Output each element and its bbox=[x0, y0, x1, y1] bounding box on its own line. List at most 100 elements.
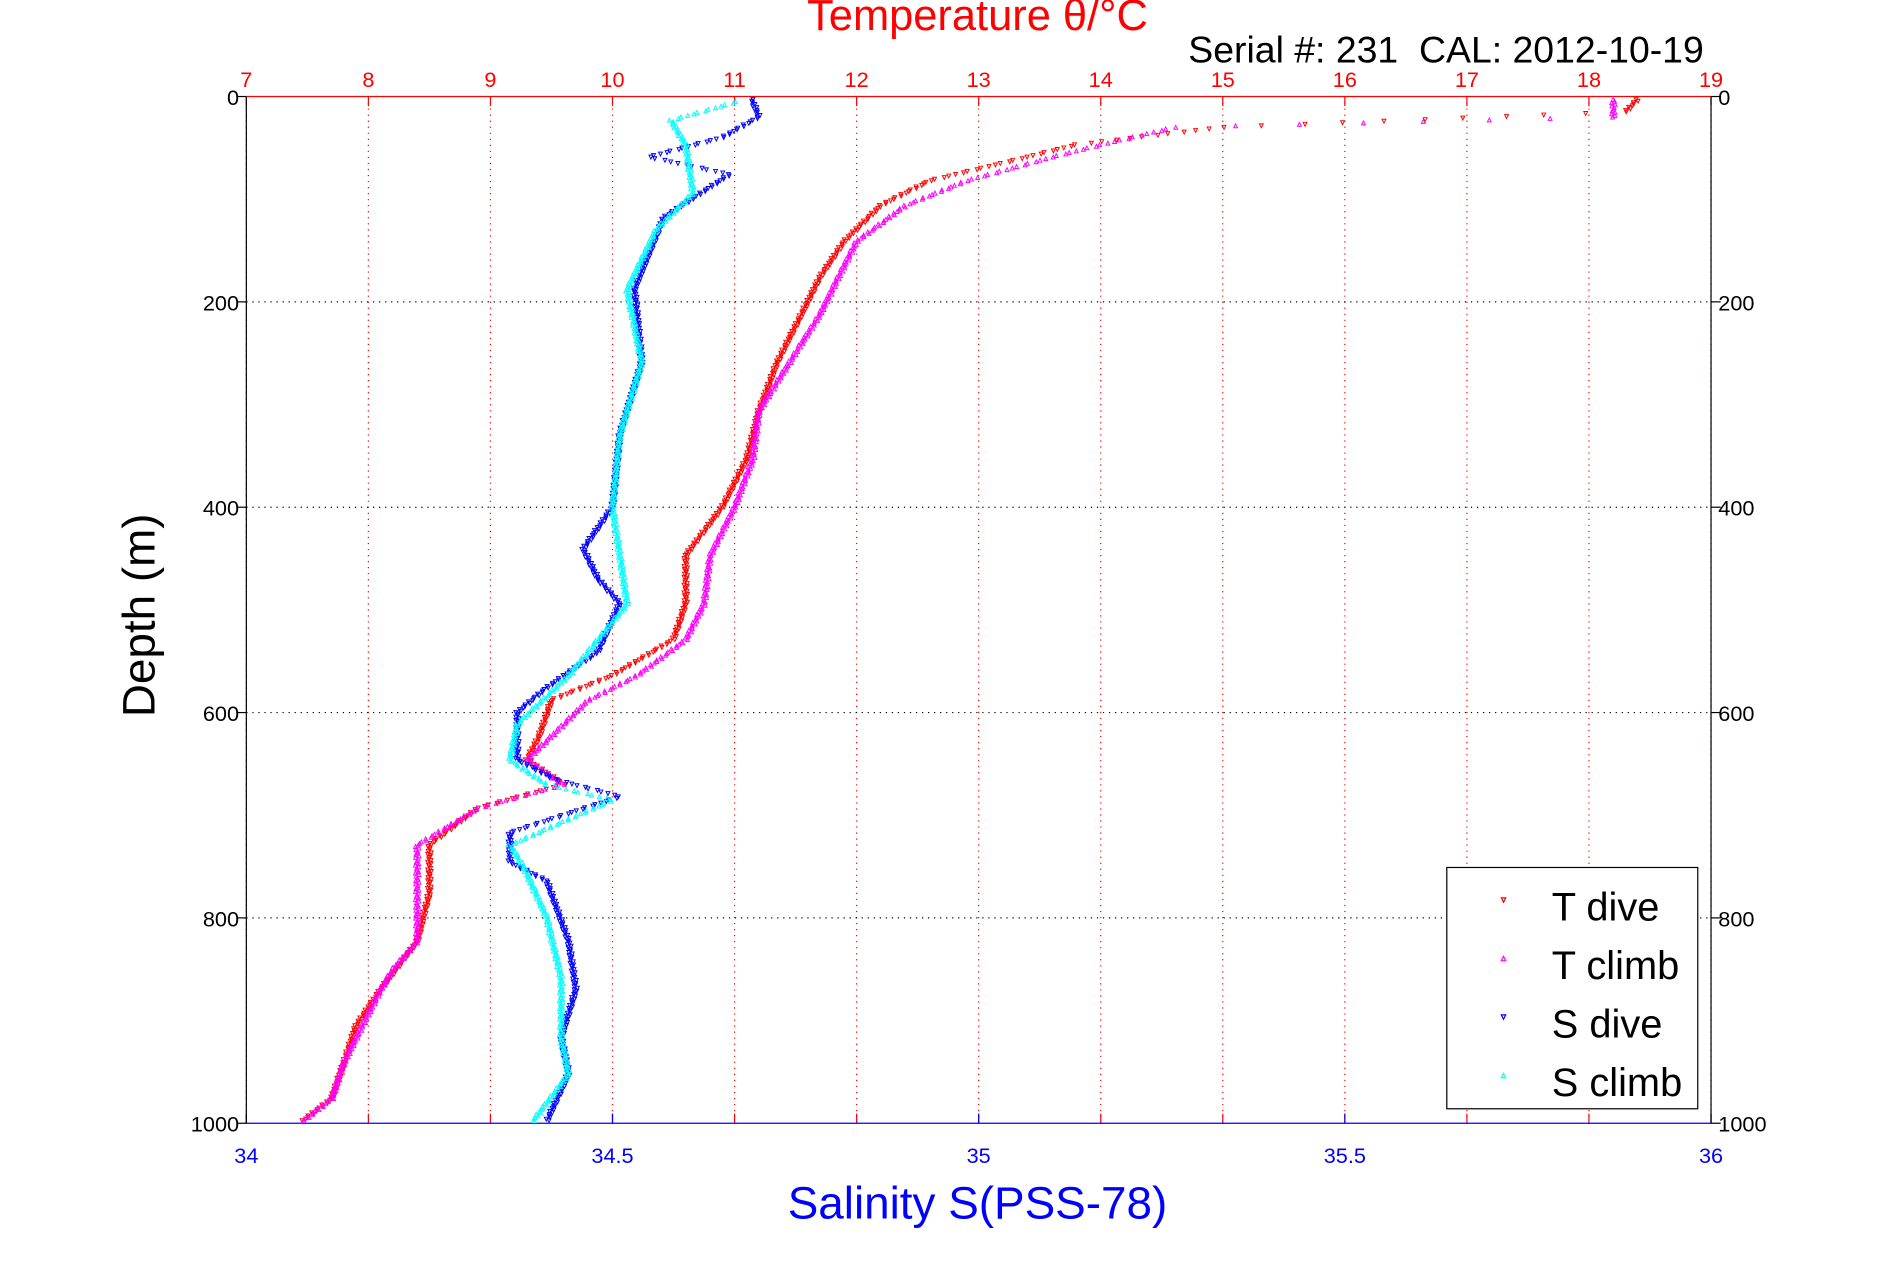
data-point bbox=[757, 412, 763, 418]
data-point bbox=[684, 581, 691, 587]
data-point bbox=[584, 651, 590, 657]
data-point bbox=[533, 1111, 539, 1117]
data-point bbox=[621, 591, 627, 597]
data-point bbox=[638, 260, 644, 266]
data-point bbox=[577, 658, 584, 665]
data-point bbox=[685, 162, 692, 168]
data-point bbox=[494, 800, 500, 807]
data-point bbox=[608, 798, 614, 804]
data-point bbox=[698, 610, 704, 616]
data-point bbox=[1162, 125, 1169, 132]
data-point bbox=[634, 380, 640, 387]
data-point bbox=[530, 887, 536, 893]
data-point bbox=[627, 663, 633, 670]
data-point bbox=[595, 638, 601, 645]
data-point bbox=[547, 892, 553, 898]
data-point bbox=[968, 176, 975, 182]
data-point bbox=[551, 1107, 557, 1113]
data-point bbox=[690, 196, 697, 203]
data-point bbox=[688, 628, 695, 635]
data-point bbox=[732, 98, 739, 105]
data-point bbox=[650, 649, 656, 656]
temperature-tick-label: 8 bbox=[362, 67, 374, 92]
data-point bbox=[685, 166, 691, 173]
data-point bbox=[380, 985, 386, 991]
data-point bbox=[851, 246, 857, 252]
data-point bbox=[1024, 160, 1031, 166]
data-point bbox=[617, 606, 624, 613]
depth-tick-label-right: 400 bbox=[1718, 496, 1754, 521]
data-point bbox=[368, 1008, 374, 1015]
data-point bbox=[525, 876, 531, 882]
data-point bbox=[1150, 129, 1157, 135]
data-point bbox=[720, 170, 726, 176]
data-point bbox=[612, 474, 618, 481]
data-point bbox=[428, 850, 434, 856]
data-point bbox=[545, 713, 551, 719]
data-point bbox=[416, 871, 422, 877]
data-point bbox=[631, 301, 638, 307]
data-point bbox=[625, 600, 632, 607]
data-point bbox=[1073, 147, 1080, 154]
data-point bbox=[625, 298, 632, 305]
data-point bbox=[1173, 124, 1179, 130]
data-point bbox=[677, 200, 683, 207]
data-point bbox=[753, 421, 759, 428]
data-point bbox=[686, 627, 692, 633]
data-point bbox=[511, 741, 518, 747]
data-point bbox=[1053, 152, 1059, 158]
data-point bbox=[681, 598, 687, 604]
data-point bbox=[1043, 155, 1049, 162]
data-point bbox=[564, 942, 571, 948]
data-point bbox=[712, 168, 719, 175]
data-point bbox=[617, 564, 623, 571]
data-point bbox=[567, 715, 574, 722]
data-point bbox=[1623, 109, 1629, 115]
data-point bbox=[681, 563, 687, 570]
data-point bbox=[751, 429, 758, 435]
data-point bbox=[520, 705, 527, 711]
salinity-tick-label: 34 bbox=[234, 1143, 258, 1168]
data-point bbox=[617, 552, 624, 558]
data-point bbox=[646, 244, 652, 251]
data-point bbox=[366, 1011, 372, 1018]
legend-label: T dive bbox=[1552, 886, 1660, 930]
data-point bbox=[855, 238, 862, 244]
data-point bbox=[568, 968, 575, 975]
data-point bbox=[689, 180, 695, 187]
data-point bbox=[588, 792, 595, 798]
data-point bbox=[339, 1069, 346, 1075]
data-point bbox=[527, 874, 533, 881]
data-point bbox=[678, 618, 685, 624]
data-point bbox=[316, 1106, 322, 1113]
data-point bbox=[861, 233, 867, 240]
data-point bbox=[556, 982, 563, 988]
data-point bbox=[609, 511, 615, 518]
data-point bbox=[621, 574, 628, 580]
data-point bbox=[362, 1019, 369, 1026]
data-point bbox=[759, 404, 765, 411]
data-point bbox=[569, 1004, 576, 1010]
data-point bbox=[401, 955, 407, 961]
data-point bbox=[622, 288, 629, 294]
data-point bbox=[755, 407, 762, 414]
data-point bbox=[858, 235, 864, 241]
data-point bbox=[415, 876, 421, 882]
data-point bbox=[387, 974, 393, 980]
data-point bbox=[865, 217, 871, 223]
data-point bbox=[412, 922, 419, 929]
data-point bbox=[559, 1088, 565, 1095]
data-point bbox=[783, 367, 790, 373]
data-point bbox=[675, 132, 682, 138]
data-point bbox=[1221, 124, 1227, 131]
data-point bbox=[559, 1011, 565, 1018]
data-point bbox=[1068, 143, 1075, 150]
data-point bbox=[510, 736, 516, 742]
data-point bbox=[532, 822, 539, 828]
data-point bbox=[706, 523, 713, 529]
data-point bbox=[704, 586, 710, 593]
data-point bbox=[682, 151, 689, 157]
data-point bbox=[1061, 145, 1067, 151]
data-point bbox=[335, 1079, 341, 1086]
data-point bbox=[821, 306, 827, 312]
